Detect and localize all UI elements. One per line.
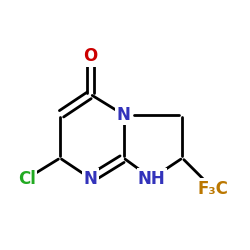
Text: Cl: Cl xyxy=(18,170,36,188)
Text: F₃C: F₃C xyxy=(198,180,228,198)
Text: NH: NH xyxy=(138,170,166,188)
Text: N: N xyxy=(117,106,131,124)
Text: O: O xyxy=(84,47,98,65)
Text: N: N xyxy=(84,170,98,188)
